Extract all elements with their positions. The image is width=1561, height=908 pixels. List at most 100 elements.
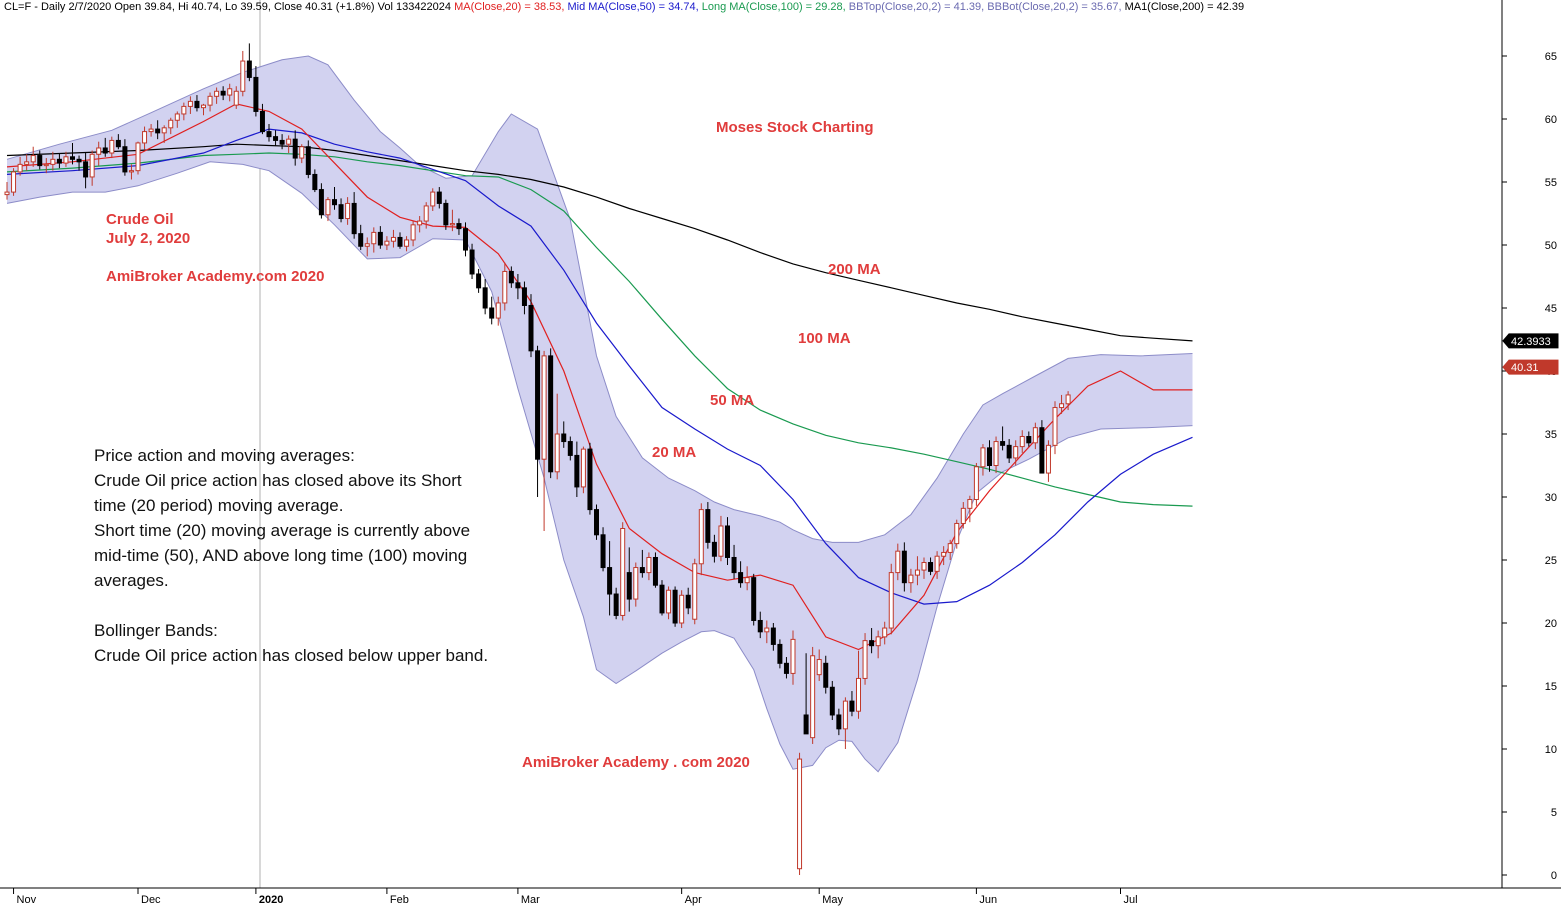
- candle-body-up: [1059, 403, 1065, 409]
- candle: [63, 151, 69, 167]
- candle-body-down: [397, 236, 403, 247]
- candle-body-up: [1019, 436, 1025, 448]
- candle: [973, 462, 979, 506]
- y-tick-label: 10: [1545, 744, 1557, 756]
- academy-top-annotation: AmiBroker Academy.com 2020: [106, 268, 325, 285]
- candle: [705, 502, 711, 549]
- x-tick-label: Jul: [1124, 894, 1138, 906]
- candle: [214, 87, 220, 104]
- candle-body-up: [633, 567, 639, 600]
- candle: [757, 611, 763, 639]
- candle-body-down: [567, 441, 573, 456]
- candle: [790, 630, 796, 685]
- candle-body-down: [731, 556, 737, 574]
- y-tick-label: 65: [1545, 51, 1557, 63]
- candle: [246, 43, 252, 82]
- candle: [377, 226, 383, 249]
- candle-body-down: [626, 572, 632, 600]
- x-tick-label: 2020: [259, 894, 283, 906]
- bollinger-band-fill: [7, 56, 1193, 772]
- candle-body-up: [135, 142, 141, 172]
- candle: [515, 273, 521, 300]
- candle: [83, 153, 89, 189]
- candle-body-up: [240, 60, 246, 92]
- candle-body-up: [50, 158, 56, 165]
- candle: [679, 590, 685, 629]
- y-tick-label: 55: [1545, 177, 1557, 189]
- candle: [803, 653, 809, 735]
- candle-body-down: [770, 627, 776, 645]
- candle: [96, 141, 102, 166]
- candle-body-down: [751, 577, 757, 621]
- candle: [810, 646, 816, 744]
- candle-body-down: [37, 155, 43, 167]
- candle-body-up: [345, 202, 351, 220]
- candle: [535, 345, 541, 497]
- y-tick-label: 25: [1545, 555, 1557, 567]
- candle: [397, 232, 403, 249]
- candle-body-down: [318, 189, 324, 216]
- candle-body-up: [580, 448, 586, 488]
- candle-body-down: [469, 249, 475, 275]
- candle: [541, 350, 547, 532]
- candle: [161, 125, 167, 143]
- candle-body-up: [30, 155, 36, 163]
- candle-body-up: [993, 441, 999, 466]
- candle-body-down: [305, 146, 311, 175]
- candle-body-up: [882, 627, 888, 638]
- candle-body-up: [666, 589, 672, 614]
- candle: [102, 137, 108, 157]
- y-tick-label: 5: [1551, 807, 1557, 819]
- candle-body-up: [862, 640, 868, 679]
- candle-body-up: [980, 447, 986, 468]
- y-tick-label: 35: [1545, 429, 1557, 441]
- candle: [934, 551, 940, 579]
- candle: [914, 556, 920, 586]
- candle-body-down: [528, 304, 534, 352]
- candle: [842, 697, 848, 749]
- close-price-tag-box: [1502, 359, 1559, 375]
- candle: [259, 103, 265, 135]
- price-tags: 42.3933 40.31: [1502, 333, 1559, 375]
- candle: [187, 96, 193, 114]
- candle: [1059, 394, 1065, 414]
- candle-body-up: [810, 655, 816, 739]
- candle: [823, 655, 829, 694]
- candle-body-down: [436, 191, 442, 204]
- candle-body-down: [738, 572, 744, 584]
- candle-body-up: [679, 594, 685, 624]
- candle-body-up: [201, 104, 206, 109]
- academy-bottom-annotation: AmiBroker Academy . com 2020: [522, 754, 750, 771]
- candle: [207, 92, 213, 112]
- candle-body-up: [908, 574, 914, 584]
- candle-body-down: [574, 454, 580, 488]
- candle: [24, 154, 30, 171]
- candle-body-up: [187, 100, 193, 107]
- candle: [495, 296, 501, 326]
- candle-body-up: [764, 627, 770, 633]
- ma50-line: [6, 128, 1193, 605]
- candle: [410, 221, 416, 247]
- candle: [142, 126, 148, 150]
- candle-body-down: [829, 686, 835, 716]
- candle: [725, 517, 730, 566]
- candle-body-up: [934, 555, 940, 572]
- candle-body-up: [620, 528, 626, 616]
- candle-body-down: [515, 282, 521, 289]
- candle: [456, 218, 462, 235]
- candle: [312, 169, 318, 193]
- bb-top-line: [6, 55, 1193, 543]
- candle: [646, 552, 652, 581]
- candle-body-up: [286, 138, 292, 145]
- header-segment-0: CL=F - Daily 2/7/2020 Open 39.84, Hi 40.…: [4, 1, 455, 13]
- candle-body-up: [24, 161, 30, 165]
- candle: [528, 294, 534, 358]
- candle: [928, 557, 934, 576]
- candle: [797, 752, 803, 875]
- candle: [508, 266, 514, 288]
- candle-body-down: [535, 350, 541, 460]
- candle-body-down: [83, 161, 89, 178]
- candle: [476, 268, 482, 293]
- candle: [89, 150, 95, 186]
- header-segment-2: Mid MA(Close,50) = 34.74,: [567, 1, 702, 13]
